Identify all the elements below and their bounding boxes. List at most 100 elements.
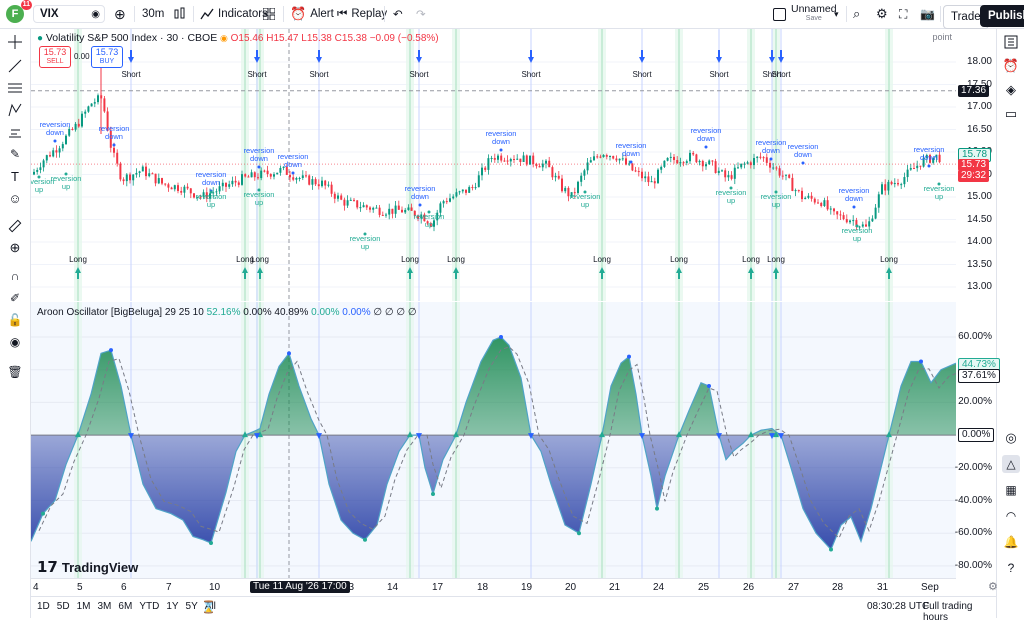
alerts-clock-icon[interactable]: ⏰ <box>1002 58 1020 73</box>
fib-retracement-icon[interactable] <box>6 79 24 97</box>
svg-text:reversion: reversion <box>486 129 517 138</box>
price-scale[interactable]: 18.0017.5017.0016.5016.0015.5015.0014.50… <box>956 29 996 301</box>
compare-add-icon[interactable]: ⊕ <box>114 5 126 22</box>
broadcast-icon[interactable]: ◠ <box>1005 509 1017 523</box>
trash-icon[interactable]: 🗑 <box>7 365 23 379</box>
undo-icon[interactable]: ↶ <box>393 9 403 21</box>
osc-tick-label: -80.00% <box>954 559 992 571</box>
time-tick-label: 28 <box>832 582 844 593</box>
ruler-icon[interactable] <box>6 217 24 235</box>
fullscreen-icon[interactable]: ⛶ <box>899 6 908 21</box>
chart-settings-gear-icon[interactable]: ⚙ <box>988 581 998 593</box>
range-button-5y[interactable]: 5Y <box>185 601 198 612</box>
candles-type-icon[interactable] <box>173 0 187 28</box>
brush-icon[interactable]: ✎ <box>9 147 21 161</box>
time-axis[interactable]: 4567101213141718192021242526272831SepTue… <box>31 578 956 597</box>
layout-dropdown-icon[interactable]: ▾ <box>834 8 839 19</box>
oscillator-pane[interactable]: Aroon Oscillator [BigBeluga] 29 25 10 52… <box>31 302 956 578</box>
target-icon[interactable]: ◎ <box>1005 430 1017 445</box>
alarm-clock-icon: ⏰ <box>290 6 307 21</box>
trend-line-icon[interactable] <box>6 57 24 75</box>
svg-text:down: down <box>284 160 302 169</box>
oscillator-name: Aroon Oscillator [BigBeluga] <box>37 307 163 318</box>
crosshair-time-label: Tue 11 Aug '26 17:00 <box>250 581 350 593</box>
time-tick-label: 19 <box>521 582 533 593</box>
watchlist-icon[interactable] <box>1002 33 1020 51</box>
range-button-1y[interactable]: 1Y <box>166 601 179 612</box>
range-button-6m[interactable]: 6M <box>118 601 133 612</box>
replay-button[interactable]: ⏮ Replay <box>337 0 387 28</box>
range-button-3m[interactable]: 3M <box>97 601 112 612</box>
svg-text:up: up <box>35 185 43 194</box>
indicators-label: Indicators <box>218 8 268 20</box>
range-button-1d[interactable]: 1D <box>37 601 50 612</box>
snapshot-camera-icon[interactable]: 📷 <box>920 7 935 21</box>
bottom-toolbar: 1D 5D 1M 3M 6M YTD 1Y 5Y All ⌛ 08:30:28 UTC Full… <box>31 596 996 623</box>
svg-text:up: up <box>425 220 433 229</box>
time-tick-label: 21 <box>609 582 621 593</box>
open-value: O15.46 <box>230 33 264 44</box>
emoji-icon[interactable]: ☺ <box>8 190 22 206</box>
symbol-search[interactable]: VIX ◉ <box>33 0 107 28</box>
redo-icon[interactable]: ↷ <box>416 9 426 21</box>
layout-checkbox-icon[interactable] <box>773 0 786 28</box>
svg-text:Short: Short <box>409 70 429 79</box>
osc-tick-label: -40.00% <box>954 494 992 506</box>
sell-button[interactable]: 15.73 SELL <box>39 46 71 68</box>
svg-text:up: up <box>255 198 263 207</box>
settings-gear-icon[interactable]: ⚙ <box>876 6 888 21</box>
svg-text:down: down <box>492 137 510 146</box>
stay-drawing-icon[interactable]: ✐ <box>9 291 21 305</box>
text-tool-icon[interactable]: T <box>11 168 19 184</box>
indicators-button[interactable]: Indicators <box>200 0 268 28</box>
session-selector[interactable]: Full trading hours <box>923 601 973 623</box>
user-avatar[interactable]: F 11 <box>6 0 32 28</box>
templates-grid-icon[interactable] <box>263 0 275 28</box>
publish-button[interactable]: Publish <box>980 5 1024 27</box>
strategy-icon[interactable]: △ <box>1002 455 1020 473</box>
svg-text:reversion: reversion <box>350 234 381 243</box>
svg-text:up: up <box>207 200 215 209</box>
chat-icon[interactable]: ▭ <box>1004 106 1018 121</box>
price-pane[interactable]: Short Short Short Short Short Short Short Short… <box>31 29 956 301</box>
quick-search-icon[interactable]: ⌕ <box>853 6 861 21</box>
tradingview-logo-icon: 𝟭𝟳 <box>37 559 58 576</box>
calendar-icon[interactable]: ▦ <box>1005 483 1017 497</box>
pattern-icon[interactable] <box>6 101 24 119</box>
oscillator-legend[interactable]: Aroon Oscillator [BigBeluga] 29 25 10 52… <box>37 307 417 318</box>
range-button-5d[interactable]: 5D <box>56 601 70 612</box>
time-tick-label: 31 <box>877 582 889 593</box>
lock-icon[interactable]: 🔓 <box>7 313 23 327</box>
goto-date-icon[interactable]: ⌛ <box>201 600 216 614</box>
crosshair-icon[interactable] <box>6 33 24 51</box>
symbol-legend[interactable]: ● Volatility S&P 500 Index · 30 · CBOE ◉… <box>37 32 439 44</box>
market-open-icon: ◉ <box>220 33 228 43</box>
interval-selector[interactable]: 30m <box>142 8 165 20</box>
magnet-icon[interactable]: ∩ <box>10 269 20 283</box>
layers-icon[interactable]: ◈ <box>1006 82 1016 97</box>
svg-text:Short: Short <box>247 70 267 79</box>
help-icon[interactable]: ? <box>1007 561 1015 575</box>
range-button-ytd[interactable]: YTD <box>139 601 160 612</box>
svg-text:down: down <box>845 194 863 203</box>
svg-text:reversion: reversion <box>414 212 445 221</box>
zoom-in-icon[interactable]: ⊕ <box>9 240 21 255</box>
low-value: L15.38 <box>301 33 332 44</box>
eye-icon[interactable]: ◉ <box>9 335 21 349</box>
time-tick-label: 5 <box>77 582 83 593</box>
svg-text:reversion: reversion <box>842 226 873 235</box>
svg-text:Long: Long <box>236 255 254 264</box>
svg-text:Short: Short <box>632 70 652 79</box>
range-button-all[interactable]: All <box>204 601 216 612</box>
utc-clock[interactable]: 08:30:28 UTC <box>867 601 930 612</box>
forecast-icon[interactable] <box>6 123 24 141</box>
watermark-text: TradingView <box>61 559 139 575</box>
svg-text:up: up <box>62 182 70 191</box>
buy-button[interactable]: 15.73 BUY <box>91 46 123 68</box>
scale-mode-label[interactable]: point <box>932 32 952 42</box>
bell-icon[interactable]: 🔔 <box>1003 535 1019 549</box>
range-button-1m[interactable]: 1M <box>76 601 91 612</box>
layout-name-button[interactable]: Unnamed Save <box>791 0 837 28</box>
oscillator-scale[interactable]: 60.00%40.00%20.00%0.00%-20.00%-40.00%-60… <box>954 302 1000 578</box>
alert-button[interactable]: ⏰ Alert <box>290 0 334 28</box>
